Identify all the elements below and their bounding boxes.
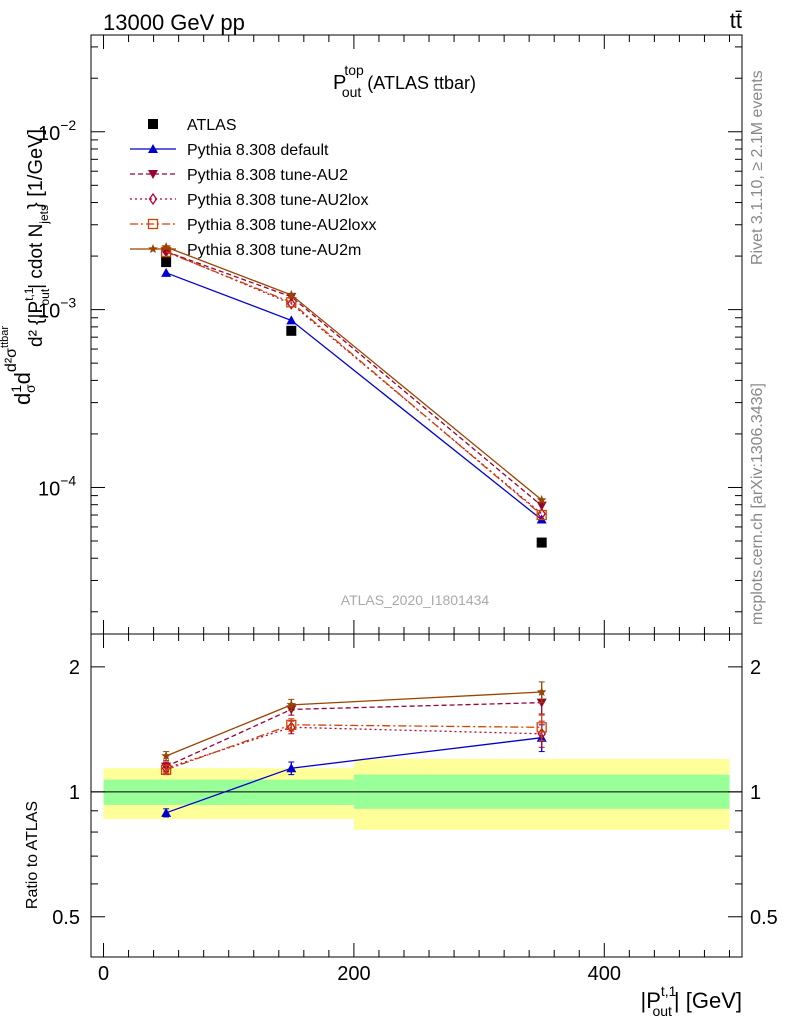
series-line-pythia-8-308-tune-au2 [165, 250, 543, 507]
legend-marker [148, 170, 158, 179]
data-point-atlas [536, 537, 547, 548]
legend-item-pythia-8-308-default: Pythia 8.308 default [130, 142, 329, 159]
data-point-atlas [161, 257, 172, 268]
ratio-y-axis-label: Ratio to ATLAS [24, 801, 41, 909]
legend-item-pythia-8-308-tune-au2m: Pythia 8.308 tune-AU2m [130, 242, 361, 259]
legend-item-pythia-8-308-tune-au2: Pythia 8.308 tune-AU2 [130, 167, 348, 184]
ratio-line-pythia-8-308-tune-au2m [165, 691, 542, 757]
ratio-y-tick-label-left: 1 [69, 782, 80, 804]
legend-marker [148, 192, 158, 206]
legend-label: Pythia 8.308 tune-AU2lox [187, 192, 368, 209]
ratio-y-tick-label-right: 2 [750, 657, 761, 679]
ratio-point-pythia-8-308-tune-au2m [286, 699, 297, 709]
data-point-pythia-8-308-tune-au2m [536, 495, 547, 505]
ratio-point-pythia-8-308-tune-au2loxx [536, 722, 547, 733]
legend: ATLAS Pythia 8.308 default Pythia 8.308 tu… [130, 117, 376, 259]
mcplots-label: mcplots.cern.ch [arXiv:1306.3436] [749, 383, 766, 625]
plot-title: Ptop out (ATLAS ttbar) [333, 62, 476, 100]
y-tick-label: 10−2 [38, 117, 76, 145]
x-tick-label: 0 [98, 963, 109, 985]
legend-item-pythia-8-308-tune-au2lox: Pythia 8.308 tune-AU2lox [130, 192, 368, 209]
ratio-y-tick-label-left: 2 [69, 657, 80, 679]
legend-marker [148, 144, 158, 153]
legend-label: ATLAS [187, 117, 237, 134]
ratio-point-pythia-8-308-tune-au2loxx [160, 764, 172, 775]
legend-marker [148, 244, 158, 253]
legend-label: Pythia 8.308 tune-AU2 [187, 167, 348, 184]
legend-item-atlas: ATLAS [148, 117, 237, 134]
x-tick-label: 200 [337, 963, 370, 985]
svg-text:d1σdd²σttbar: d1σdd²σttbar [0, 326, 38, 405]
legend-marker [147, 218, 159, 230]
ratio-point-pythia-8-308-default [286, 763, 297, 773]
data-point-pythia-8-308-default [286, 315, 297, 325]
legend-item-pythia-8-308-tune-au2loxx: Pythia 8.308 tune-AU2loxx [130, 217, 376, 234]
ratio-point-pythia-8-308-default [161, 807, 172, 817]
legend-label: Pythia 8.308 default [187, 142, 329, 159]
ratio-line-pythia-8-308-tune-au2 [165, 701, 542, 768]
legend-marker [148, 119, 158, 129]
analysis-watermark: ATLAS_2020_I1801434 [341, 592, 490, 608]
series-line-pythia-8-308-tune-au2m [165, 246, 543, 501]
ratio-y-tick-label-right: 1 [750, 782, 761, 804]
ratio-point-pythia-8-308-tune-au2m [161, 751, 171, 760]
ratio-plot-panel: 0.5 0.5 1 1 2 2 0 200 400 [52, 633, 778, 985]
data-point-pythia-8-308-tune-au2m [286, 289, 297, 299]
data-point-pythia-8-308-tune-au2loxx [286, 297, 297, 308]
data-point-pythia-8-308-tune-au2loxx [536, 509, 547, 521]
main-plot-panel: Ptop out (ATLAS ttbar) ATLAS_2020_I1801434… [38, 34, 743, 635]
process-label: tt̄ [730, 8, 742, 33]
ratio-y-tick-label-left: 0.5 [52, 907, 80, 929]
series-line-pythia-8-308-default [165, 272, 543, 521]
ratio-point-pythia-8-308-tune-au2m [536, 687, 547, 696]
series-line-pythia-8-308-tune-au2loxx [165, 251, 543, 516]
data-point-pythia-8-308-default [161, 267, 172, 277]
y-tick-label: 10−4 [38, 472, 76, 500]
y-tick-label: 10−3 [38, 295, 76, 323]
ratio-frame [90, 633, 743, 958]
x-axis-label: |Pt,1 out| [GeV] [640, 983, 742, 1019]
data-point-atlas [286, 325, 297, 336]
data-point-pythia-8-308-tune-au2 [536, 501, 547, 511]
ratio-y-tick-label-right: 0.5 [750, 907, 778, 929]
ratio-point-pythia-8-308-tune-au2loxx [286, 719, 297, 730]
main-y-axis-label: d1σdd²σttbar d² {|Pt,1 out| cdot Njets} [… [0, 129, 52, 405]
energy-label: 13000 GeV pp [103, 10, 245, 35]
legend-label: Pythia 8.308 tune-AU2m [187, 242, 361, 259]
rivet-label: Rivet 3.1.10, ≥ 2.1M events [749, 70, 766, 265]
x-tick-label: 400 [588, 963, 621, 985]
legend-label: Pythia 8.308 tune-AU2loxx [187, 217, 376, 234]
